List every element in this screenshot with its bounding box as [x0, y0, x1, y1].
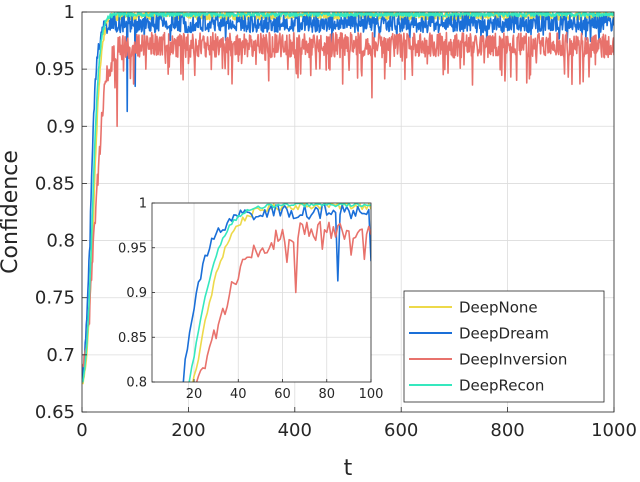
- main-ytick-label: 0.8: [46, 231, 75, 252]
- legend-box: [403, 290, 605, 403]
- main-xtick-label: 600: [384, 420, 418, 441]
- inset-ytick-label: 0.9: [126, 286, 147, 301]
- inset-xtick-label: 100: [359, 387, 384, 402]
- x-axis-label: t: [344, 456, 353, 481]
- main-xtick-label: 200: [171, 420, 205, 441]
- legend-label-deeprecon: DeepRecon: [459, 377, 544, 395]
- inset-series-line-deeprecon: [188, 203, 371, 382]
- main-xtick-label: 0: [76, 420, 87, 441]
- legend-label-deepinversion: DeepInversion: [459, 351, 567, 369]
- inset-ytick-label: 0.8: [126, 376, 147, 391]
- legend-label-deepnone: DeepNone: [459, 299, 538, 317]
- inset-ytick-label: 0.85: [118, 331, 147, 346]
- main-series-lines: [82, 12, 614, 385]
- main-ytick-label: 0.7: [46, 345, 75, 366]
- main-ytick-label: 0.85: [35, 173, 75, 194]
- series-line-deepinversion: [82, 31, 614, 368]
- inset-ticks: 20 40 60 80 100 0.8 0.85 0.9 0.95 1: [118, 197, 383, 403]
- main-ytick-label: 1: [64, 2, 75, 23]
- main-xtick-label: 400: [278, 420, 312, 441]
- main-ytick-label: 0.95: [35, 59, 75, 80]
- series-line-deeprecon: [82, 12, 614, 383]
- main-axes-frame: [81, 11, 615, 413]
- main-ytick-label: 0.75: [35, 288, 75, 309]
- main-ytick-label: 0.65: [35, 402, 75, 423]
- inset-series-line-deepdream: [182, 204, 371, 382]
- main-ticks: 0 200 400 600 800 1000 0.65 0.7 0.75 0.8 0.85 0.9 0.…: [35, 2, 637, 441]
- inset-xtick-label: 60: [274, 387, 291, 402]
- legend: DeepNone DeepDream DeepInversion DeepRecon: [403, 290, 605, 403]
- inset-xtick-label: 40: [230, 387, 247, 402]
- inset-ytick-label: 1: [139, 197, 147, 212]
- main-ytick-label: 0.9: [46, 116, 75, 137]
- main-xtick-label: 800: [490, 420, 524, 441]
- legend-label-deepdream: DeepDream: [459, 325, 549, 343]
- inset-xtick-label: 20: [186, 387, 203, 402]
- y-axis-label: Confidence: [0, 150, 23, 274]
- inset-series-lines: [182, 203, 371, 382]
- series-line-deepdream: [82, 13, 614, 380]
- inset-series-line-deepinversion: [195, 220, 371, 382]
- inset-xtick-label: 80: [318, 387, 335, 402]
- inset-ytick-label: 0.95: [118, 241, 147, 256]
- main-xtick-label: 1000: [591, 420, 637, 441]
- inset-axes: 20 40 60 80 100 0.8 0.85 0.9 0.95 1: [118, 197, 383, 403]
